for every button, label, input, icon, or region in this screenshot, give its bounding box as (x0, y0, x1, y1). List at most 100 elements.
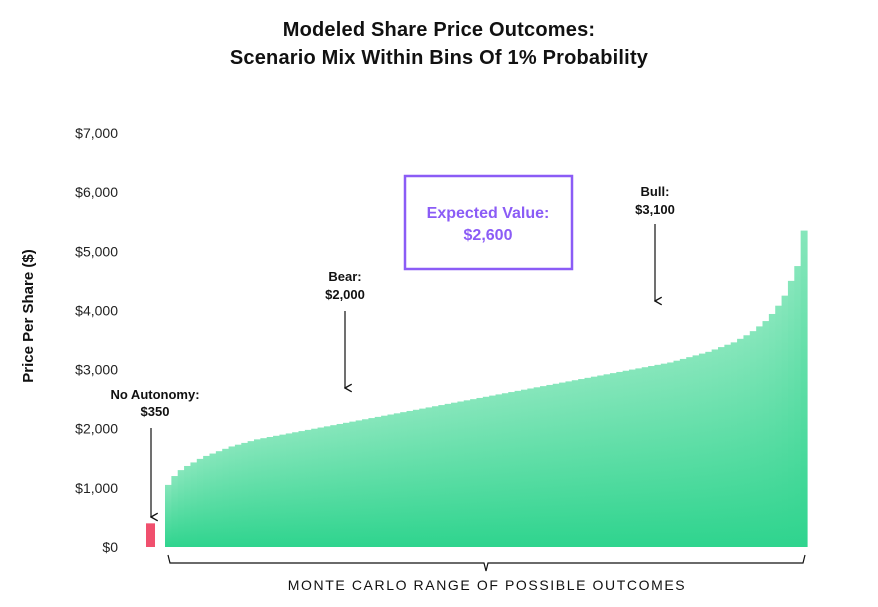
y-tick-label: $7,000 (75, 125, 118, 141)
bar (629, 369, 636, 547)
bar (457, 401, 465, 547)
bar (253, 439, 261, 547)
bar (260, 438, 268, 547)
x-axis-bracket (167, 554, 806, 572)
bar (489, 395, 497, 547)
bar (222, 448, 230, 547)
bar (641, 367, 649, 547)
bar (787, 280, 795, 547)
bar (209, 453, 217, 547)
bar (393, 413, 401, 547)
bar (616, 371, 624, 547)
bar (508, 392, 516, 547)
bar (311, 428, 319, 547)
bar (247, 441, 255, 547)
annotation-bull-value: $3,100 (635, 202, 675, 217)
y-tick-label: $4,000 (75, 302, 118, 318)
annotation-bear-value: $2,000 (325, 287, 365, 302)
bars-group (146, 230, 808, 547)
bar (540, 386, 547, 547)
bar (711, 349, 719, 547)
bar (362, 419, 370, 547)
x-axis-label: MONTE CARLO RANGE OF POSSIBLE OUTCOMES (288, 577, 686, 593)
bar (177, 470, 185, 547)
bar (654, 364, 662, 547)
annotation-bear-label: Bear: (328, 269, 361, 284)
annotation-bull-label: Bull: (641, 184, 670, 199)
bar (438, 405, 446, 547)
bar (546, 384, 554, 547)
bar (800, 230, 808, 547)
bar (698, 353, 706, 547)
bar (609, 373, 617, 547)
expected-value-label: Expected Value: (427, 205, 550, 222)
bar (635, 368, 643, 547)
bar (234, 444, 242, 547)
bar (342, 422, 350, 547)
bar (266, 436, 274, 547)
bar (673, 360, 681, 547)
bar (743, 335, 751, 547)
bar (520, 389, 528, 547)
chart-title-line1: Modeled Share Price Outcomes: (282, 19, 596, 41)
chart-title-line2: Scenario Mix Within Bins Of 1% Probabili… (229, 47, 649, 69)
bar (374, 416, 382, 547)
bar (552, 383, 560, 547)
bar (501, 393, 509, 547)
bar (737, 338, 745, 547)
bar (724, 344, 732, 547)
bar (495, 394, 503, 547)
chart-title: Modeled Share Price Outcomes: Scenario M… (0, 16, 878, 72)
bar (794, 266, 802, 547)
bar (241, 442, 249, 547)
bar (285, 433, 293, 547)
expected-value-value: $2,600 (464, 227, 513, 244)
bar (648, 366, 656, 547)
bar (775, 305, 783, 547)
bar (578, 379, 586, 547)
bar (190, 462, 198, 547)
bar (679, 358, 687, 547)
bar (768, 313, 776, 547)
y-axis-label: Price Per Share ($) (20, 249, 37, 382)
bar (431, 406, 439, 547)
bar (330, 425, 338, 547)
bar (571, 380, 579, 547)
bar (686, 357, 694, 547)
annotation-no-autonomy-label: No Autonomy: (110, 387, 199, 402)
bar (323, 426, 331, 547)
bar (387, 414, 395, 547)
y-tick-label: $3,000 (75, 362, 118, 378)
bar (565, 381, 573, 547)
bar (533, 387, 541, 547)
bar-no-autonomy (146, 523, 155, 547)
y-tick-label: $6,000 (75, 184, 118, 200)
bar (381, 415, 389, 547)
y-tick-label: $2,000 (75, 421, 118, 437)
bar (419, 408, 427, 547)
bar (667, 362, 675, 547)
bar (400, 412, 408, 547)
bar (660, 363, 668, 547)
bar (273, 435, 281, 547)
bar (292, 432, 300, 547)
bar (527, 388, 535, 547)
bar (368, 418, 376, 547)
y-tick-label: $1,000 (75, 480, 118, 496)
bar (603, 374, 611, 547)
bar (622, 370, 630, 547)
y-tick-label: $5,000 (75, 243, 118, 259)
bar (406, 410, 414, 547)
bar (355, 420, 363, 547)
bar (228, 446, 236, 547)
bar (412, 409, 420, 547)
bar (470, 399, 478, 547)
y-tick-label: $0 (102, 539, 118, 555)
bar (304, 429, 312, 547)
bar (705, 351, 713, 547)
bar (514, 390, 522, 547)
bar (196, 458, 204, 547)
annotation-no-autonomy-value: $350 (141, 404, 170, 419)
bar (165, 484, 172, 547)
bar (203, 455, 211, 547)
